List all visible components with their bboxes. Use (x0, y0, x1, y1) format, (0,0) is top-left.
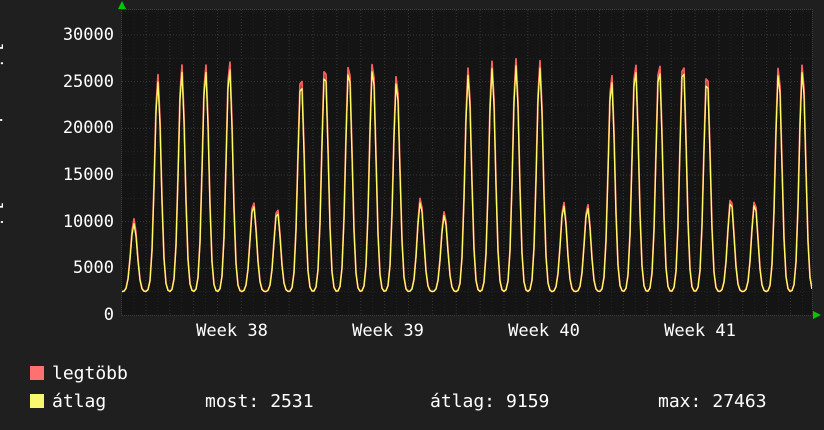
y-tick-5000: 5000 (73, 258, 114, 278)
y-tick-10000: 10000 (62, 212, 114, 232)
plot-svg (122, 10, 812, 315)
stat-most-label: most: (205, 391, 260, 412)
stat-max-label: max: (658, 391, 702, 412)
x-tick-week-40: Week 40 (508, 321, 580, 341)
stat-avg-value: 9159 (506, 391, 550, 412)
stat-avg: átlag: 9159 (430, 391, 549, 412)
x-axis-arrow-icon (813, 311, 821, 319)
y-tick-15000: 15000 (62, 165, 114, 185)
x-tick-week-41: Week 41 (664, 321, 736, 341)
y-tick-0: 0 (103, 305, 114, 325)
stat-max: max: 27463 (658, 391, 767, 412)
stat-most-value: 2531 (270, 391, 314, 412)
stat-most: most: 2531 (205, 391, 314, 412)
legend-label-legtobb: legtöbb (52, 363, 128, 384)
chart-plot-area (121, 9, 813, 316)
y-tick-20000: 20000 (62, 118, 114, 138)
x-tick-week-38: Week 38 (196, 321, 268, 341)
legend-swatch-atlag (30, 394, 44, 408)
stat-avg-label: átlag: (430, 391, 496, 412)
y-axis-arrow-icon (118, 1, 126, 9)
legend-label-atlag: átlag (52, 391, 107, 412)
y-tick-25000: 25000 (62, 72, 114, 92)
legend-swatch-legtobb (30, 366, 44, 380)
x-tick-week-39: Week 39 (352, 321, 424, 341)
y-tick-30000: 30000 (62, 25, 114, 45)
stat-max-value: 27463 (712, 391, 767, 412)
